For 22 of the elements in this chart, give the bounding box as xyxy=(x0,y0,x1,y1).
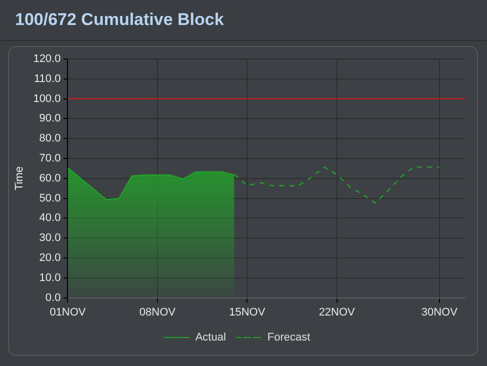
y-tick-label: 40.0 xyxy=(39,212,61,224)
x-tick-label: 15NOV xyxy=(229,306,266,318)
legend-label: Actual xyxy=(195,332,226,344)
y-tick-label: 60.0 xyxy=(39,172,61,184)
y-tick-label: 100.0 xyxy=(33,92,61,105)
chart-title: 100/672 Cumulative Block xyxy=(15,10,224,30)
legend-label: Forecast xyxy=(267,332,310,344)
y-tick-label: 90.0 xyxy=(39,112,61,125)
x-tick-label: 08NOV xyxy=(139,306,176,318)
x-tick-label: 30NOV xyxy=(421,306,458,318)
y-tick-label: 110.0 xyxy=(34,72,61,85)
y-tick-label: 80.0 xyxy=(39,132,61,145)
y-tick-label: 50.0 xyxy=(39,192,61,204)
x-tick-label: 22NOV xyxy=(318,306,356,318)
x-tick-label: 01NOV xyxy=(50,306,86,318)
y-axis-title: Time xyxy=(14,166,26,190)
y-tick-label: 0.0 xyxy=(45,292,61,304)
y-tick-label: 70.0 xyxy=(39,152,61,165)
y-tick-label: 10.0 xyxy=(39,272,61,284)
y-tick-label: 30.0 xyxy=(39,232,61,244)
y-tick-label: 20.0 xyxy=(39,252,61,264)
y-tick-label: 120.0 xyxy=(33,53,61,66)
